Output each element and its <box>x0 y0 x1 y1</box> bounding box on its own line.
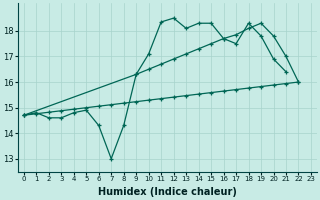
X-axis label: Humidex (Indice chaleur): Humidex (Indice chaleur) <box>98 187 237 197</box>
